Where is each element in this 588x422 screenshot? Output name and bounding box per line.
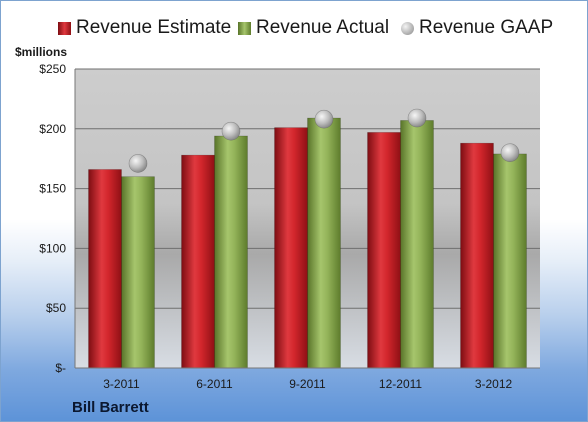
y-tick-label: $- (55, 361, 66, 375)
y-axis-unit-label: $millions (15, 45, 68, 59)
bar-revenue-actual (493, 153, 527, 369)
x-tick-label: 6-2011 (196, 377, 233, 391)
company-name: Bill Barrett (72, 399, 149, 416)
bar-revenue-actual (307, 117, 341, 369)
marker-revenue-gaap (221, 121, 241, 141)
x-tick-label: 9-2011 (289, 377, 326, 391)
y-tick-label: $100 (39, 241, 66, 255)
legend-label-revenue-actual: Revenue Actual (256, 17, 390, 38)
legend-swatch-revenue-gaap (401, 21, 414, 35)
bar-revenue-estimate (88, 169, 122, 369)
legend-swatch-revenue-actual (238, 21, 251, 35)
legend: Revenue Estimate Revenue Actual Revenue … (1, 15, 587, 45)
x-tick-label: 3-2011 (103, 377, 140, 391)
x-tick-label: 3-2012 (475, 377, 513, 391)
bar-revenue-estimate (181, 154, 215, 369)
legend-item-revenue-estimate: Revenue Estimate (58, 17, 231, 39)
y-tick-label: $50 (46, 301, 66, 315)
legend-swatch-revenue-estimate (58, 21, 71, 35)
bar-revenue-estimate (274, 127, 308, 369)
y-tick-label: $250 (39, 62, 66, 76)
legend-item-revenue-actual: Revenue Actual (238, 17, 389, 39)
x-tick-label: 12-2011 (379, 377, 422, 391)
marker-revenue-gaap (500, 143, 520, 163)
legend-label-revenue-estimate: Revenue Estimate (76, 17, 232, 38)
bar-revenue-actual (400, 120, 434, 369)
legend-label-revenue-gaap: Revenue GAAP (419, 17, 554, 38)
bar-revenue-estimate (367, 132, 401, 369)
marker-revenue-gaap (407, 108, 427, 128)
marker-revenue-gaap (128, 154, 148, 173)
y-tick-label: $150 (39, 182, 66, 196)
marker-revenue-gaap (314, 109, 334, 129)
bar-revenue-estimate (460, 142, 494, 369)
bar-revenue-actual (214, 135, 248, 369)
y-tick-label: $200 (39, 122, 66, 136)
legend-item-revenue-gaap: Revenue GAAP (401, 17, 553, 39)
bar-revenue-actual (121, 176, 155, 369)
